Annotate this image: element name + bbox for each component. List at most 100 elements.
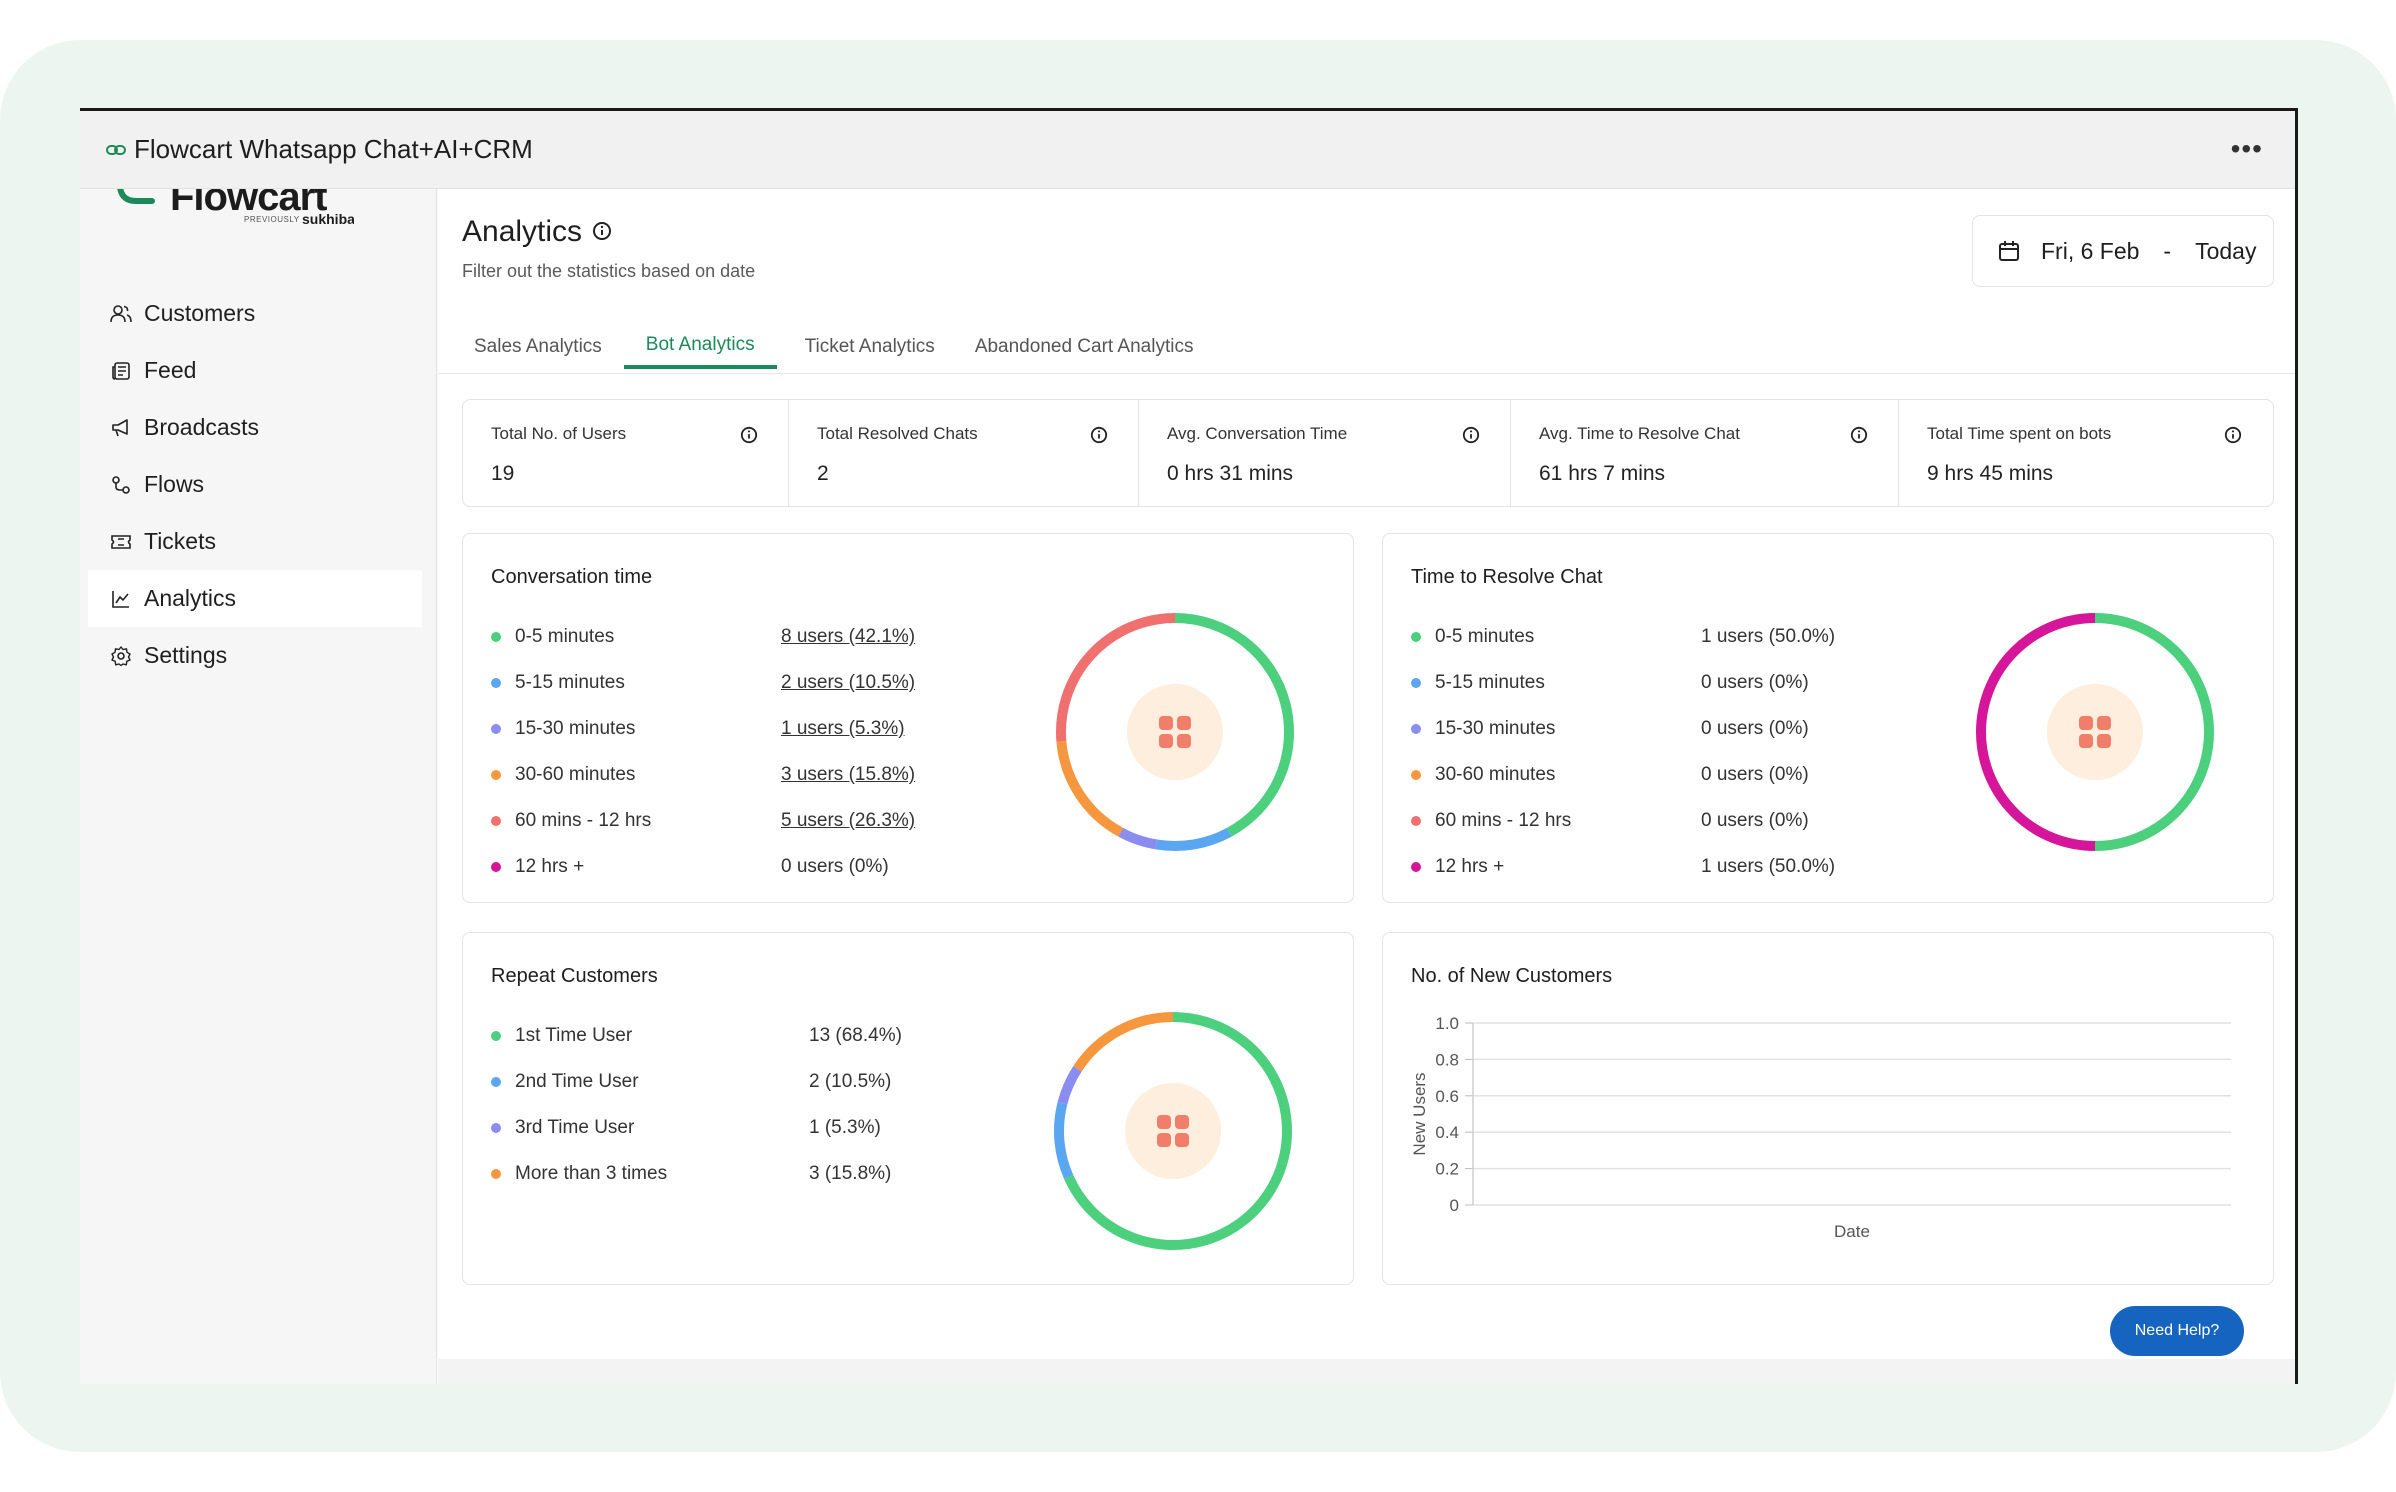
legend-dot xyxy=(491,1123,501,1133)
resolve-time-card: Time to Resolve Chat 0-5 minutes 1 users … xyxy=(1382,533,2274,903)
legend-dot xyxy=(1411,862,1421,872)
legend-value[interactable]: 8 users (42.1%) xyxy=(781,626,916,647)
y-tick-label: 0 xyxy=(1450,1196,1459,1215)
date-range-picker[interactable]: Fri, 6 Feb - Today xyxy=(1972,215,2274,287)
legend-label: 60 mins - 12 hrs xyxy=(1435,810,1572,831)
legend-row-60-mins-12-hrs: 60 mins - 12 hrs 0 users (0%) xyxy=(1411,798,1809,844)
date-separator: - xyxy=(2163,237,2172,264)
new-customers-chart: 1.0 0.8 0.6 0.4 0.2 0 Date New Users xyxy=(1410,1014,2231,1241)
tab-ticket-analytics[interactable]: Ticket Analytics xyxy=(804,336,935,357)
legend-value: 1 users (50.0%) xyxy=(1701,856,1836,877)
legend-row-30-60-minutes: 30-60 minutes 0 users (0%) xyxy=(1411,752,1809,798)
legend-value: 0 users (0%) xyxy=(1701,672,1809,693)
flow-icon xyxy=(110,474,132,496)
legend-label: 3rd Time User xyxy=(515,1117,635,1138)
ticket-icon xyxy=(110,531,132,553)
grid-icon-cell xyxy=(1159,734,1173,748)
legend-value: 2 (10.5%) xyxy=(809,1071,892,1092)
stat-value: 19 xyxy=(491,462,515,485)
legend-row-2nd-time-user: 2nd Time User 2 (10.5%) xyxy=(491,1059,891,1105)
resolve-time-legend: 0-5 minutes 1 users (50.0%) 5-15 minutes 0 … xyxy=(1411,614,1835,890)
legend-dot xyxy=(1411,632,1421,642)
sidebar-item-flows[interactable]: Flows xyxy=(88,456,422,513)
tab-bot-analytics[interactable]: Bot Analytics xyxy=(623,325,777,369)
donut-center xyxy=(1127,684,1223,780)
legend-value: 3 (15.8%) xyxy=(809,1163,892,1184)
page-title: Analytics xyxy=(462,215,612,249)
sidebar-item-broadcasts[interactable]: Broadcasts xyxy=(88,399,422,456)
tab-abandoned-cart-analytics[interactable]: Abandoned Cart Analytics xyxy=(974,336,1194,357)
legend-row-more-than-3-times: More than 3 times 3 (15.8%) xyxy=(491,1151,891,1197)
legend-value[interactable]: 5 users (26.3%) xyxy=(781,810,916,831)
legend-row-15-30-minutes: 15-30 minutes 0 users (0%) xyxy=(1411,706,1809,752)
legend-row-0-5-minutes: 0-5 minutes 8 users (42.1%) xyxy=(491,614,915,660)
legend-value[interactable]: 3 users (15.8%) xyxy=(781,764,916,785)
need-help-button[interactable]: Need Help? xyxy=(2110,1306,2244,1356)
donut-slice-5-15-minutes xyxy=(1155,827,1232,851)
legend-label: 12 hrs + xyxy=(1435,856,1505,877)
tab-sales-analytics[interactable]: Sales Analytics xyxy=(474,336,602,357)
y-tick-label: 0.4 xyxy=(1435,1123,1459,1142)
legend-dot xyxy=(491,1077,501,1087)
y-axis-label: New Users xyxy=(1410,1072,1429,1155)
calendar-icon xyxy=(1997,239,2021,263)
legend-row-5-15-minutes: 5-15 minutes 2 users (10.5%) xyxy=(491,660,915,706)
grid-icon-cell xyxy=(1177,734,1191,748)
info-icon[interactable] xyxy=(2224,426,2242,449)
sidebar-item-label: Broadcasts xyxy=(144,414,260,440)
grid-icon-cell xyxy=(1157,1115,1171,1129)
grid-icon xyxy=(1157,1115,1189,1147)
megaphone-icon xyxy=(110,417,132,439)
stat-value: 2 xyxy=(817,462,829,485)
tabs-divider xyxy=(438,373,2295,374)
legend-dot xyxy=(1411,724,1421,734)
chart-line-icon xyxy=(110,588,132,610)
card-title: Repeat Customers xyxy=(491,965,658,987)
users-icon xyxy=(110,303,132,325)
info-icon[interactable] xyxy=(1090,426,1108,449)
info-icon[interactable] xyxy=(1850,426,1868,449)
legend-label: 15-30 minutes xyxy=(1435,718,1556,739)
donut-center xyxy=(1125,1083,1221,1179)
legend-value: 0 users (0%) xyxy=(1701,810,1809,831)
sidebar-item-tickets[interactable]: Tickets xyxy=(88,513,422,570)
sidebar-item-feed[interactable]: Feed xyxy=(88,342,422,399)
grid-icon-cell xyxy=(2097,734,2111,748)
grid-icon-cell xyxy=(2079,734,2093,748)
repeat-customers-card: Repeat Customers 1st Time User 13 (68.4%)… xyxy=(462,932,1354,1285)
sidebar-item-label: Feed xyxy=(144,357,197,383)
grid-icon-cell xyxy=(2079,716,2093,730)
legend-value[interactable]: 1 users (5.3%) xyxy=(781,718,905,739)
logo-previously: PREVIOUSLY xyxy=(244,215,300,224)
legend-value: 0 users (0%) xyxy=(781,856,889,877)
legend-value: 1 (5.3%) xyxy=(809,1117,881,1138)
legend-value: 1 users (50.0%) xyxy=(1701,626,1836,647)
logo-former-brand: sukhiba xyxy=(302,211,354,227)
legend-value[interactable]: 2 users (10.5%) xyxy=(781,672,916,693)
legend-label: 60 mins - 12 hrs xyxy=(515,810,652,831)
chart-title: No. of New Customers xyxy=(1411,965,1613,987)
logo-mark-icon xyxy=(117,189,155,204)
info-icon[interactable] xyxy=(740,426,758,449)
sidebar-item-customers[interactable]: Customers xyxy=(88,285,422,342)
legend-dot xyxy=(491,1169,501,1179)
window-title: Flowcart Whatsapp Chat+AI+CRM xyxy=(134,134,533,164)
more-options-icon[interactable]: ••• xyxy=(2230,133,2263,164)
card-title: Conversation time xyxy=(491,566,653,588)
donut-slice-more-than-3-times xyxy=(1073,1012,1174,1072)
donut-slice-0-5-minutes xyxy=(1174,613,1294,837)
sidebar-item-analytics[interactable]: Analytics xyxy=(88,570,422,627)
legend-value: 0 users (0%) xyxy=(1701,718,1809,739)
info-icon[interactable] xyxy=(1462,426,1480,449)
sidebar-item-settings[interactable]: Settings xyxy=(88,627,422,684)
info-icon[interactable] xyxy=(592,215,612,249)
grid-icon-cell xyxy=(1177,716,1191,730)
gear-icon xyxy=(110,645,132,667)
legend-label: More than 3 times xyxy=(515,1163,668,1184)
donut-center xyxy=(2047,684,2143,780)
link-icon xyxy=(106,139,128,161)
legend-dot xyxy=(491,816,501,826)
sidebar-item-label: Tickets xyxy=(144,528,216,554)
legend-dot xyxy=(1411,678,1421,688)
donut-slice-1st-time-user xyxy=(1064,1012,1292,1250)
